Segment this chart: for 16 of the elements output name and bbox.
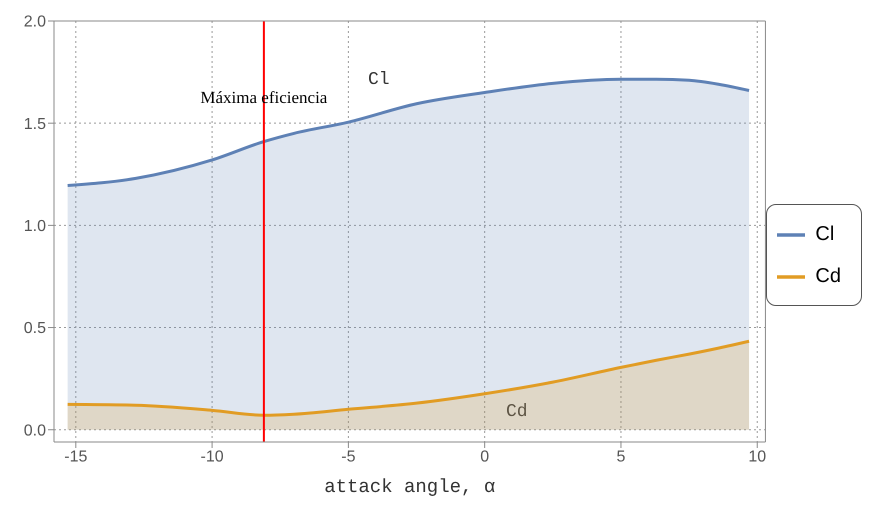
legend-label: Cl (815, 223, 834, 245)
y-tick-label: 1.5 (24, 116, 46, 133)
annotation: Cl (368, 70, 390, 90)
x-tick-label: -5 (341, 448, 356, 466)
x-tick-label: -15 (64, 448, 88, 466)
y-tick-label: 2.0 (24, 14, 46, 31)
y-tick-label: 0.5 (24, 320, 46, 338)
y-tick-label: 1.0 (24, 218, 46, 236)
annotation: Cd (506, 402, 528, 422)
x-axis-title: attack angle, α (324, 476, 496, 498)
legend-label: Cd (815, 265, 841, 287)
x-tick-label: 0 (480, 448, 490, 466)
y-tick-label: 0.0 (24, 422, 46, 440)
x-tick-label: -10 (200, 448, 224, 466)
x-tick-label: 10 (748, 448, 766, 466)
x-tick-label: 5 (616, 448, 626, 466)
